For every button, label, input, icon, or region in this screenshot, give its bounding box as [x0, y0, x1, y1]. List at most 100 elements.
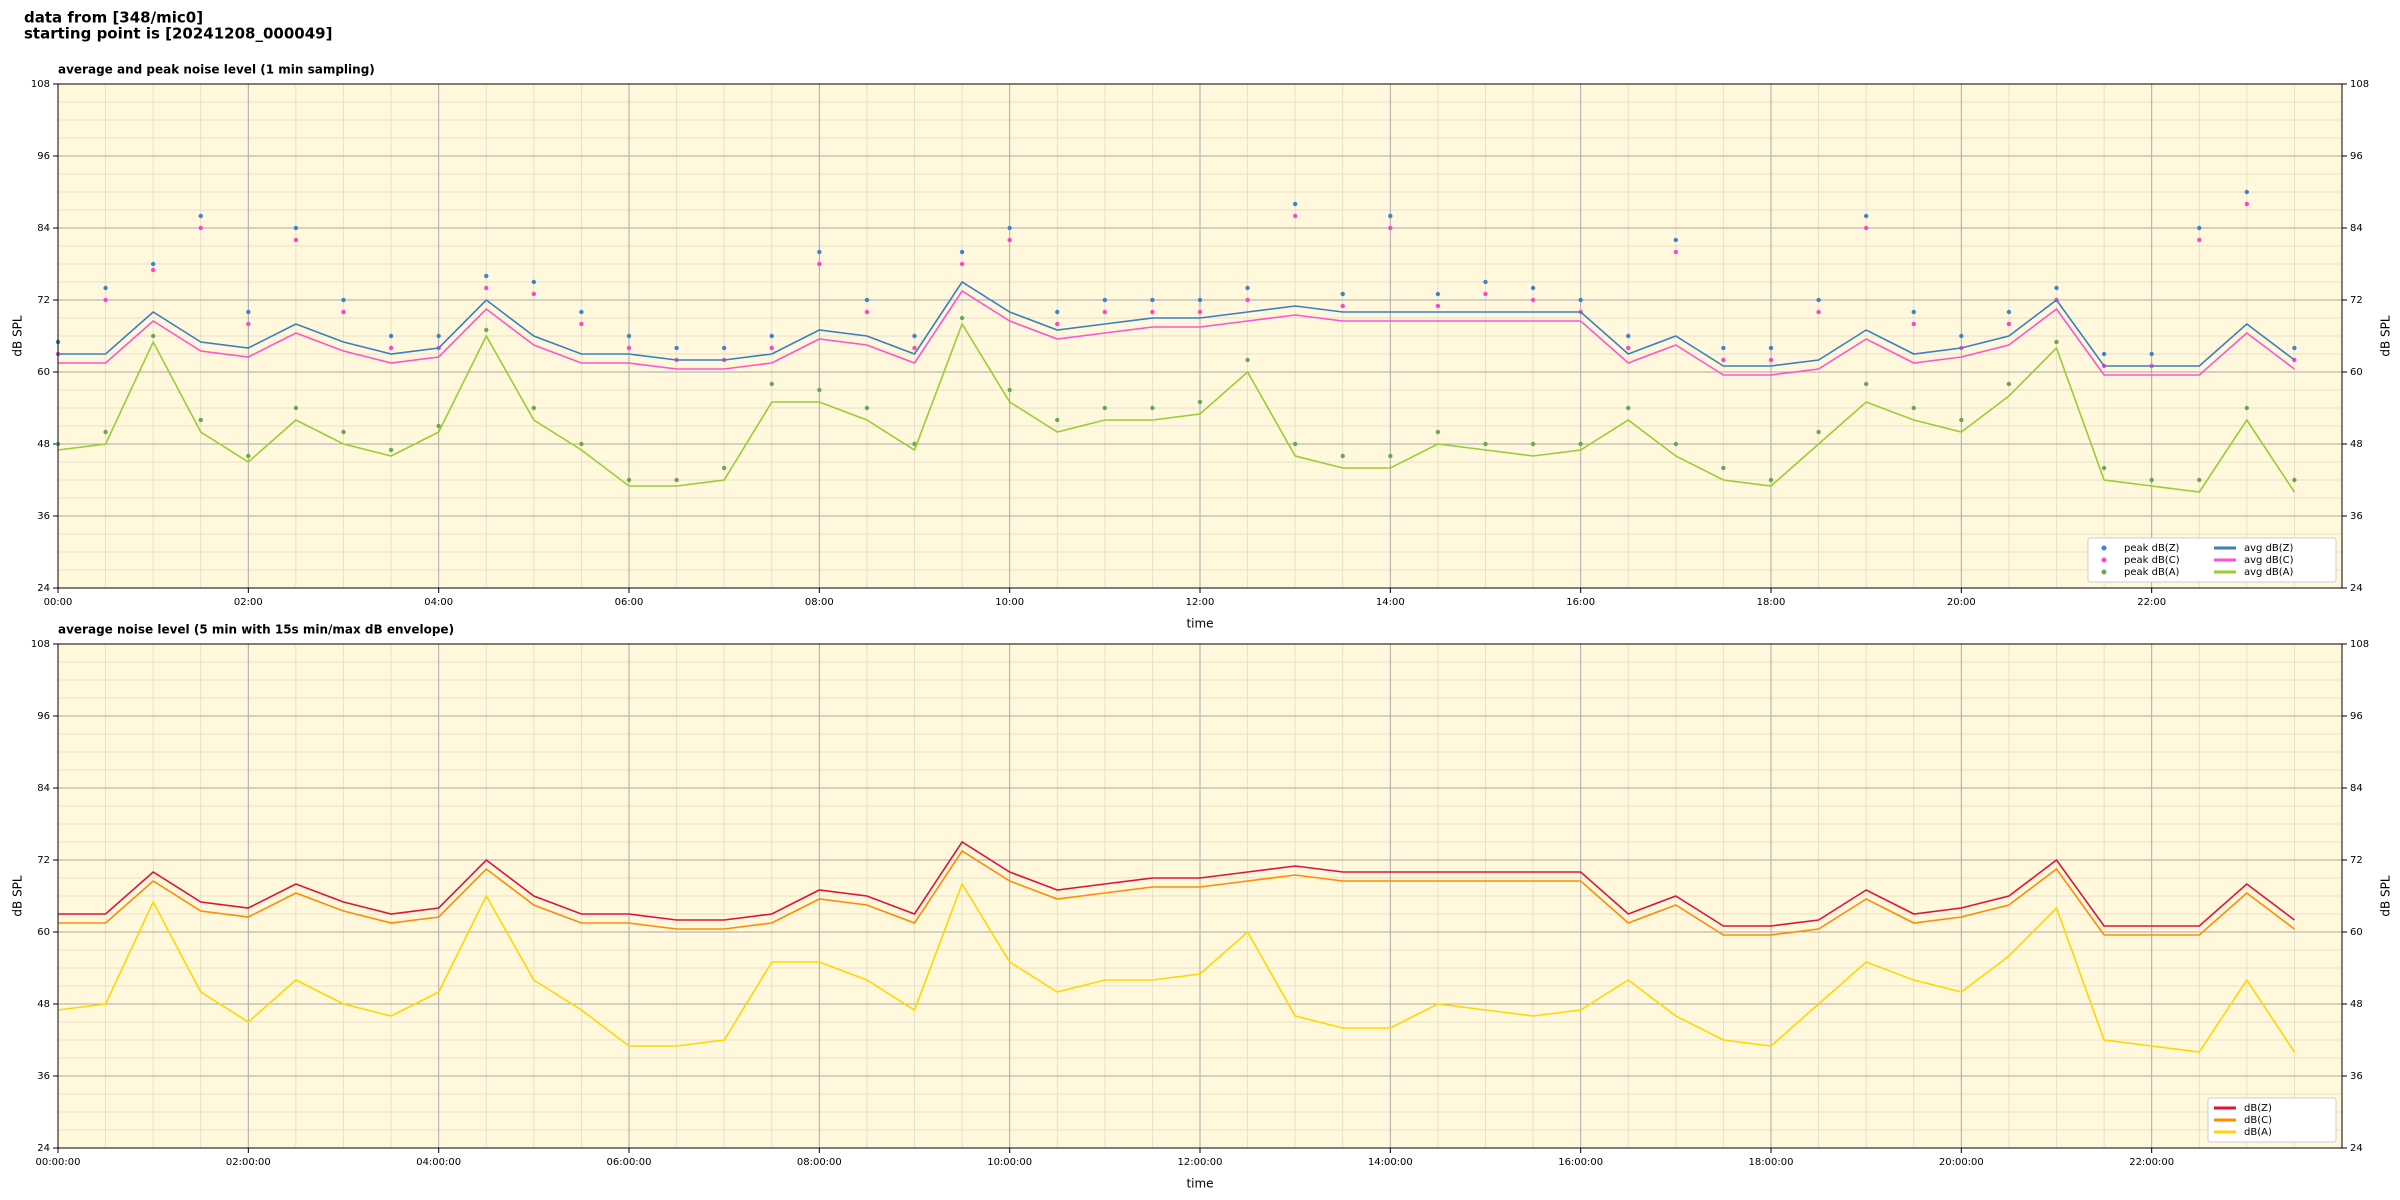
peak-point [1911, 321, 1916, 327]
legend-label: avg dB(C) [2244, 555, 2294, 566]
peak-point [198, 417, 203, 423]
peak-point [531, 279, 537, 285]
x-tick-label: 04:00:00 [416, 1157, 461, 1168]
peak-point [1483, 291, 1488, 297]
peak-point [1768, 357, 1774, 363]
y-tick-label: 36 [2350, 511, 2363, 522]
peak-point [1626, 405, 1631, 411]
peak-point [1959, 417, 1964, 423]
peak-point [1102, 405, 1108, 411]
peak-point [1530, 297, 1536, 303]
peak-point [341, 309, 346, 315]
legend-box [2087, 537, 2337, 583]
peak-point [1673, 237, 1679, 243]
peak-point [103, 297, 108, 303]
peak-point [1911, 309, 1916, 315]
peak-point [198, 213, 203, 219]
y-axis-label: dB SPL [11, 315, 25, 357]
series-line [58, 840, 2295, 927]
peak-point [769, 381, 774, 387]
peak-point [2197, 225, 2202, 231]
peak-point [1721, 357, 1726, 363]
peak-point [1197, 399, 1203, 405]
peak-point [2244, 201, 2250, 207]
y-tick-label: 96 [2350, 711, 2363, 722]
x-tick-label: 06:00 [615, 597, 644, 608]
legend-label: dB(Z) [2244, 1103, 2272, 1114]
series-line [58, 280, 2295, 367]
peak-point [150, 333, 156, 339]
peak-point [388, 447, 394, 453]
header-line: starting point is [20241208_000049] [24, 25, 332, 43]
peak-point [1911, 405, 1916, 411]
peak-point [484, 327, 489, 333]
peak-point [721, 465, 727, 471]
peak-point [626, 333, 632, 339]
x-tick-label: 02:00:00 [226, 1157, 271, 1168]
peak-point [1055, 309, 1060, 315]
x-tick-label: 02:00 [234, 597, 263, 608]
y-tick-label: 84 [2350, 223, 2363, 234]
peak-point [1435, 303, 1441, 309]
peak-point [150, 267, 156, 273]
peak-point [769, 345, 774, 351]
x-tick-label: 18:00:00 [1749, 1157, 1794, 1168]
x-tick-label: 12:00 [1186, 597, 1215, 608]
peak-point [1007, 237, 1012, 243]
legend-label: peak dB(Z) [2124, 543, 2180, 554]
y-tick-label: 24 [2350, 583, 2363, 594]
y-tick-label: 48 [2350, 439, 2363, 450]
peak-point [1768, 345, 1774, 351]
peak-point [2197, 237, 2202, 243]
peak-point [1863, 381, 1869, 387]
peak-point [1530, 285, 1536, 291]
peak-point [2054, 339, 2059, 345]
y-tick-label: 24 [2350, 1143, 2363, 1154]
x-tick-label: 08:00:00 [797, 1157, 842, 1168]
peak-point [864, 309, 870, 315]
peak-point [436, 423, 441, 429]
peak-point [2101, 351, 2107, 357]
peak-point [1435, 291, 1441, 297]
legend-box [2207, 1097, 2337, 1143]
peak-point [1626, 345, 1631, 351]
peak-point [293, 405, 299, 411]
peak-point [1340, 453, 1345, 459]
y-tick-label: 108 [2350, 79, 2369, 90]
peak-point [341, 297, 346, 303]
x-tick-label: 22:00:00 [2129, 1157, 2174, 1168]
peak-point [150, 261, 156, 267]
peak-point [2244, 189, 2250, 195]
peak-point [1816, 429, 1821, 435]
peak-point [484, 273, 489, 279]
peak-point [1673, 249, 1679, 255]
peak-point [1055, 417, 1060, 423]
peak-point [1816, 297, 1821, 303]
peak-point [1292, 201, 1298, 207]
peak-point [246, 321, 251, 327]
x-tick-label: 04:00 [424, 597, 453, 608]
legend-marker [2101, 545, 2107, 551]
x-axis-label: time [1186, 617, 1213, 631]
y-tick-label: 72 [2350, 295, 2363, 306]
peak-point [1388, 225, 1393, 231]
x-axis-label: time [1186, 1177, 1213, 1191]
peak-point [388, 333, 394, 339]
peak-point [198, 225, 203, 231]
peak-point [2149, 351, 2154, 357]
peak-point [2292, 345, 2297, 351]
series-line [57, 882, 2296, 1053]
peak-point [436, 333, 441, 339]
y-tick-label: 84 [37, 783, 50, 794]
x-tick-label: 00:00 [44, 597, 73, 608]
peak-point [817, 387, 822, 393]
y-tick-label: 24 [37, 583, 50, 594]
peak-point [103, 285, 108, 291]
peak-point [579, 441, 584, 447]
y-tick-label: 108 [31, 79, 50, 90]
peak-point [2149, 477, 2154, 483]
peak-point [817, 249, 822, 255]
y-tick-label: 84 [2350, 783, 2363, 794]
peak-point [1863, 213, 1869, 219]
